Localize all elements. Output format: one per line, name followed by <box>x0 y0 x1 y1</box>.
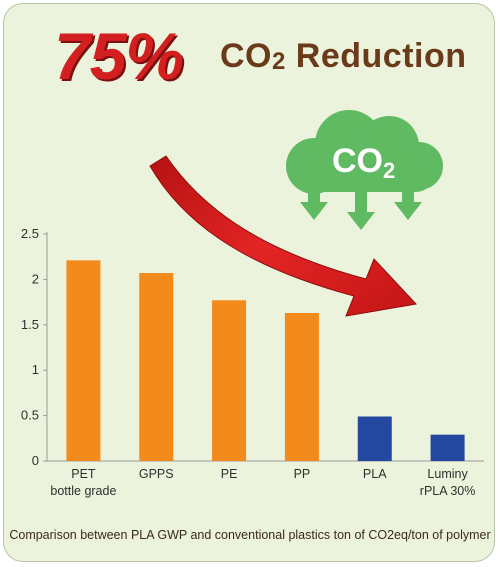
y-tick-label: 0 <box>32 453 39 468</box>
y-ticks: 0 0.5 1 1.5 2 2.5 <box>21 226 47 468</box>
y-tick-label: 2.5 <box>21 226 39 241</box>
category-label: PET <box>71 467 96 481</box>
chart-area: CO2 0 0.5 1 1.5 2 2.5 PET bottle grade GPPS PE PP… <box>21 110 484 498</box>
co2-cloud-icon: CO2 <box>286 110 443 230</box>
bar-4 <box>357 416 392 461</box>
y-tick-label: 1 <box>32 362 39 377</box>
bar-1 <box>139 273 174 461</box>
category-label: PE <box>221 467 238 481</box>
category-label: Luminy <box>427 467 468 481</box>
category-label: rPLA 30% <box>420 484 476 498</box>
category-label: bottle grade <box>50 484 116 498</box>
category-label: GPPS <box>139 467 174 481</box>
infographic-card: CO2 0 0.5 1 1.5 2 2.5 PET bottle grade GPPS PE PP… <box>3 3 495 562</box>
category-label: PLA <box>363 467 387 481</box>
bar-5 <box>430 434 465 461</box>
bar-0 <box>66 260 101 461</box>
headline-title: CO2 Reduction <box>220 37 467 75</box>
y-tick-label: 1.5 <box>21 317 39 332</box>
headline-percent: 75% <box>54 19 184 93</box>
bars <box>66 260 465 461</box>
y-tick-label: 0.5 <box>21 408 39 423</box>
reduction-arrow-icon <box>149 155 417 317</box>
cloud-label: CO2 <box>332 142 395 183</box>
bar-2 <box>212 300 247 461</box>
y-tick-label: 2 <box>32 271 39 286</box>
category-labels: PET bottle grade GPPS PE PP PLA Luminy rPLA 30% <box>50 467 475 498</box>
down-arrow-icon <box>300 184 422 230</box>
bar-3 <box>284 312 319 461</box>
category-label: PP <box>294 467 311 481</box>
chart-caption: Comparison between PLA GWP and conventio… <box>9 528 491 542</box>
